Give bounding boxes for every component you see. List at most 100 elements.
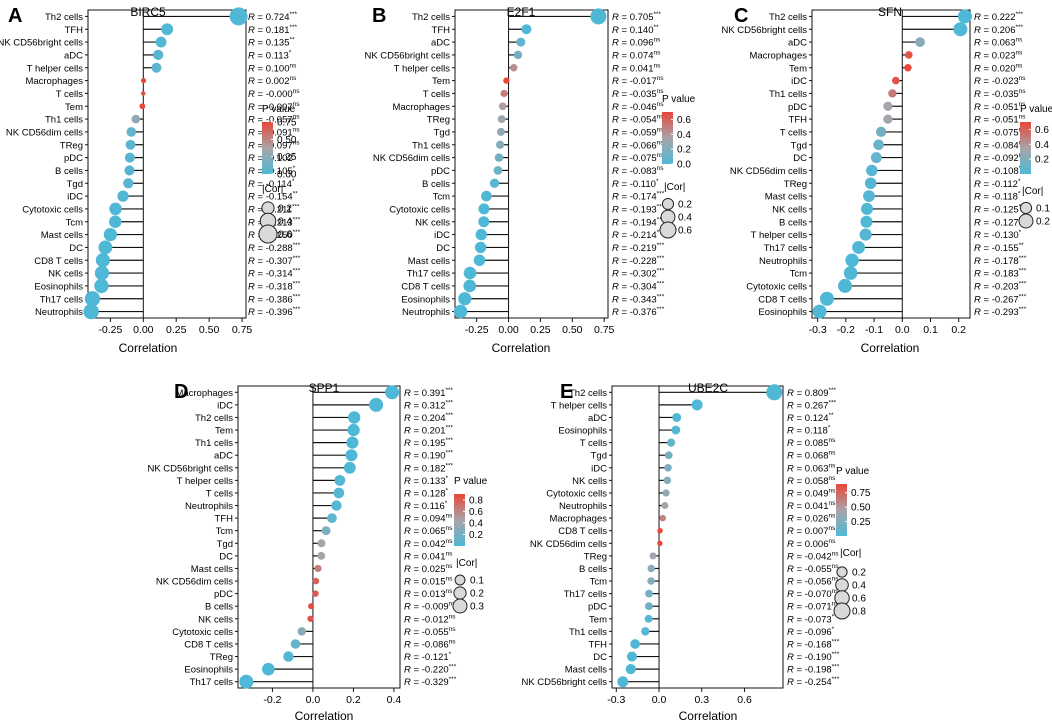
r-value-label: R = -0.108* (974, 165, 1022, 177)
r-value-label: R = 0.140** (612, 24, 659, 36)
x-tick-label: -0.3 (809, 324, 827, 336)
r-value-label: R = -0.193*** (612, 203, 665, 215)
y-tick-label: Th17 cells (407, 269, 451, 280)
lollipop-dot (109, 215, 122, 229)
lollipop-dot (475, 228, 487, 241)
size-legend-label: 0.2 (278, 204, 292, 215)
y-tick-label: Mast cells (765, 192, 807, 203)
pvalue-legend-a: P value 0.75 0.50 0.25 0.00 (262, 104, 297, 181)
r-value-label: R = -0.293*** (974, 306, 1027, 318)
y-tick-label: Th2 cells (569, 388, 607, 399)
y-tick-label: Neutrophils (35, 307, 83, 318)
size-legend-label: 0.4 (278, 217, 292, 228)
lollipop-dot (478, 216, 490, 228)
y-tick-label: Th17 cells (764, 243, 808, 254)
lollipop-dot (864, 177, 877, 190)
r-value-label: R = -0.396*** (248, 306, 301, 318)
r-value-label: R = -0.059ns (612, 126, 664, 138)
y-tick-label: DC (436, 243, 450, 254)
y-tick-label: T cells (580, 438, 608, 449)
x-tick-label: 0.25 (530, 324, 551, 336)
x-tick-label: 0.2 (346, 694, 361, 706)
panel-title-b: E2F1 (507, 5, 536, 19)
panel-e: E UBE2C -0.3 0.0 0.3 0.6 Th2 cells R = 0.809*… (521, 381, 870, 723)
y-tick-label: Neutrophils (759, 256, 807, 267)
r-value-label: R = -0.121* (404, 651, 452, 663)
r-value-label: R = -0.304*** (612, 280, 665, 292)
y-tick-label: CD8 T cells (184, 639, 233, 650)
y-tick-label: Eosinophils (401, 294, 450, 305)
y-tick-label: NK CD56dim cells (6, 127, 83, 138)
lollipop-dot (625, 664, 636, 675)
x-tick-label: -0.1 (865, 324, 883, 336)
r-value-label: R = -0.190*** (787, 651, 840, 663)
size-legend-dot (661, 197, 675, 211)
pvalue-legend-d: P value 0.80.60.40.2 (454, 476, 488, 546)
lollipop-dot (873, 139, 884, 151)
lollipop-dot (333, 487, 345, 499)
lollipop-dot (481, 190, 492, 202)
r-value-label: R = -0.318*** (248, 280, 301, 292)
y-tick-label: T helper cells (27, 63, 84, 74)
r-value-label: R = 0.013ns (404, 588, 453, 600)
y-tick-label: Tcm (216, 526, 234, 537)
y-tick-label: Th2 cells (195, 413, 233, 424)
y-tick-label: TFH (589, 639, 608, 650)
y-tick-label: Th1 cells (412, 140, 450, 151)
y-tick-label: NK CD56bright cells (364, 50, 450, 61)
y-tick-label: Th2 cells (769, 12, 807, 23)
lollipop-dot (664, 463, 672, 472)
r-value-label: R = -0.127** (974, 216, 1024, 228)
y-tick-label: Tgd (591, 451, 607, 462)
lollipop-dot (141, 91, 146, 96)
lollipop-dot (317, 551, 326, 560)
lollipop-dot (647, 564, 655, 573)
x-tick-label: 0.00 (133, 324, 154, 336)
lollipop-dot (94, 278, 109, 294)
pvalue-legend-title: P value (662, 94, 696, 105)
r-value-label: R = -0.112* (974, 178, 1021, 190)
y-tick-label: CD8 T cells (558, 526, 607, 537)
r-value-label: R = -0.343*** (612, 293, 665, 305)
y-tick-label: Cytotoxic cells (389, 204, 450, 215)
r-value-label: R = 0.222*** (974, 11, 1024, 23)
x-tick-label: 0.75 (594, 324, 615, 336)
lollipop-dot (98, 240, 113, 255)
lollipop-dot (125, 139, 136, 150)
pvalue-colorbar (262, 122, 273, 174)
r-value-label: R = 0.195*** (404, 437, 454, 449)
y-tick-label: TFH (65, 25, 84, 36)
lollipop-dot (463, 266, 477, 280)
lollipop-dot (510, 64, 518, 72)
y-tick-label: TReg (427, 115, 450, 126)
size-legend-dot (1018, 213, 1034, 229)
plot-frame (811, 9, 971, 319)
r-value-label: R = -0.046ns (612, 101, 664, 113)
r-value-label: R = 0.312*** (404, 399, 454, 411)
y-tick-label: aDC (588, 413, 607, 424)
lollipop-dot (659, 514, 666, 522)
r-value-label: R = 0.074ns (612, 49, 661, 61)
y-tick-label: NK CD56dim cells (730, 166, 807, 177)
x-axis-label-d: Correlation (295, 709, 354, 723)
y-tick-label: NK CD56bright cells (721, 25, 807, 36)
r-value-label: R = 0.002ns (248, 75, 297, 87)
lollipop-dot (369, 397, 384, 412)
size-legend-title: |Cor| (840, 548, 861, 559)
r-value-label: R = -0.219*** (612, 242, 665, 254)
lollipop-dot (617, 676, 629, 688)
y-tick-label: Neutrophils (402, 307, 450, 318)
lollipop-dot (590, 8, 607, 25)
y-tick-label: Cytotoxic cells (22, 204, 83, 215)
pvalue-colorbar (836, 484, 847, 536)
colorbar-tick-label: 0.75 (277, 118, 297, 129)
r-value-label: R = 0.096ns (612, 37, 661, 49)
x-tick-label: 0.4 (387, 694, 402, 706)
lollipop-dot (870, 152, 882, 164)
r-value-label: R = -0.051ns (974, 114, 1026, 126)
lollipop-dot (904, 64, 912, 72)
r-value-label: R = -0.288*** (248, 242, 301, 254)
x-tick-label: 0.75 (232, 324, 253, 336)
x-tick-label: 0.0 (895, 324, 910, 336)
y-tick-label: pDC (214, 589, 233, 600)
